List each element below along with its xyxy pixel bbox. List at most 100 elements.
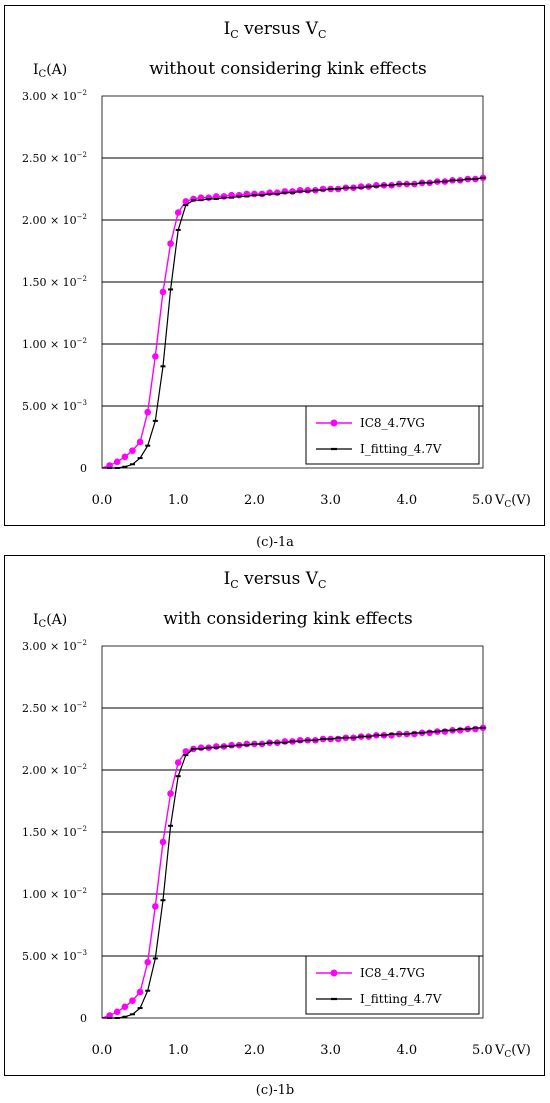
y-tick-label: 1.50 × 10−2: [22, 275, 87, 289]
data-point: [174, 759, 182, 766]
legend-marker: [330, 969, 338, 977]
x-axis-label: VC(V): [494, 493, 531, 510]
data-point: [113, 458, 121, 466]
y-tick-label: 0: [80, 1012, 87, 1025]
legend: IC8_4.7VG I_fitting_4.7V: [305, 405, 480, 465]
chart-svg-1a: IC versus VC without considering kink eff…: [22, 19, 531, 510]
y-tick-label: 2.50 × 10−2: [22, 701, 87, 715]
caption-1a: (c)-1a: [256, 535, 294, 550]
data-point: [411, 730, 418, 738]
data-point: [251, 190, 258, 198]
data-point: [281, 738, 289, 745]
y-tick-label: 1.00 × 10−2: [22, 337, 87, 351]
legend-label: IC8_4.7VG: [360, 966, 425, 980]
data-point: [136, 988, 144, 996]
data-point: [121, 453, 129, 461]
x-tick-label: 0.0: [92, 493, 113, 508]
data-point: [205, 194, 212, 201]
x-tick-label: 1.0: [168, 1043, 189, 1058]
caption-1b: (c)-1b: [255, 1083, 295, 1098]
y-tick-label: 0: [80, 462, 87, 475]
chart-svg-1b: IC versus VC with considering kink effect…: [22, 569, 531, 1060]
x-axis-label: VC(V): [494, 1043, 531, 1060]
legend-box: [305, 405, 480, 465]
chart-panel-1b: IC versus VC with considering kink effect…: [4, 555, 545, 1076]
data-point: [213, 743, 220, 750]
x-tick-label: 3.0: [320, 1043, 341, 1058]
y-tick-label: 1.00 × 10−2: [22, 887, 87, 901]
data-point: [258, 190, 266, 198]
x-tick-label: 2.0: [244, 493, 265, 508]
x-tick-label: 2.0: [244, 1043, 265, 1058]
legend-label: I_fitting_4.7V: [360, 442, 442, 456]
data-point: [319, 185, 327, 193]
y-tick-label: 3.00 × 10−2: [22, 89, 87, 103]
legend-label: IC8_4.7VG: [360, 416, 425, 430]
legend-box: [305, 955, 480, 1015]
legend: IC8_4.7VG I_fitting_4.7V: [305, 955, 480, 1015]
y-axis-label: IC(A): [33, 612, 67, 630]
y-tick-label: 5.00 × 10−3: [22, 399, 87, 413]
legend-item: I_fitting_4.7V: [316, 442, 442, 456]
data-point: [289, 188, 296, 195]
data-point: [136, 438, 144, 446]
y-tick-label: 3.00 × 10−2: [22, 639, 87, 653]
data-point: [296, 736, 304, 744]
data-point: [296, 186, 304, 194]
data-point: [228, 741, 235, 749]
chart-title: IC versus VC: [224, 569, 327, 591]
data-point: [159, 838, 167, 846]
data-point: [472, 725, 479, 733]
x-tick-label: 5.0: [472, 493, 493, 508]
y-tick-label: 5.00 × 10−3: [22, 949, 87, 963]
y-tick-label: 2.00 × 10−2: [22, 213, 87, 227]
series-fitting: [102, 726, 486, 1019]
data-point: [304, 186, 312, 194]
data-point: [129, 997, 136, 1004]
data-point: [197, 744, 205, 751]
data-point: [152, 903, 159, 910]
x-tick-label: 1.0: [168, 493, 189, 508]
y-tick-label: 2.00 × 10−2: [22, 763, 87, 777]
data-point: [426, 729, 433, 737]
x-tick-label: 4.0: [396, 1043, 417, 1058]
legend-item: I_fitting_4.7V: [316, 992, 442, 1006]
data-point: [220, 193, 228, 200]
chart-subtitle: without considering kink effects: [149, 59, 426, 79]
data-point: [144, 958, 152, 966]
x-tick-label: 0.0: [92, 1043, 113, 1058]
legend-item: IC8_4.7VG: [316, 416, 425, 430]
data-point: [113, 1008, 121, 1016]
data-point: [167, 240, 174, 247]
data-point: [456, 727, 464, 734]
data-point: [121, 1003, 129, 1011]
data-point: [159, 288, 167, 296]
data-point: [129, 447, 136, 454]
data-point: [243, 740, 251, 748]
y-tick-label: 2.50 × 10−2: [22, 151, 87, 165]
data-point: [281, 188, 289, 195]
x-tick-label: 4.0: [396, 493, 417, 508]
legend-marker: [330, 419, 338, 427]
data-point: [174, 209, 182, 216]
chart-title: IC versus VC: [224, 19, 327, 41]
data-point: [373, 181, 380, 189]
data-point: [357, 183, 365, 190]
legend-label: I_fitting_4.7V: [360, 992, 442, 1006]
x-tick-label: 5.0: [472, 1043, 493, 1058]
x-tick-label: 3.0: [320, 493, 341, 508]
data-point: [441, 728, 449, 735]
series-fitting: [102, 176, 486, 469]
legend-item: IC8_4.7VG: [316, 966, 425, 980]
chart-panel-1a: IC versus VC without considering kink eff…: [4, 5, 545, 526]
data-point: [235, 191, 243, 199]
chart-subtitle: with considering kink effects: [163, 609, 412, 629]
data-point: [182, 198, 190, 205]
data-point: [388, 731, 395, 739]
y-axis-label: IC(A): [33, 62, 67, 80]
data-point: [167, 790, 174, 797]
data-point: [273, 189, 281, 197]
data-point: [266, 189, 273, 197]
data-point: [334, 735, 342, 743]
y-tick-label: 1.50 × 10−2: [22, 825, 87, 839]
